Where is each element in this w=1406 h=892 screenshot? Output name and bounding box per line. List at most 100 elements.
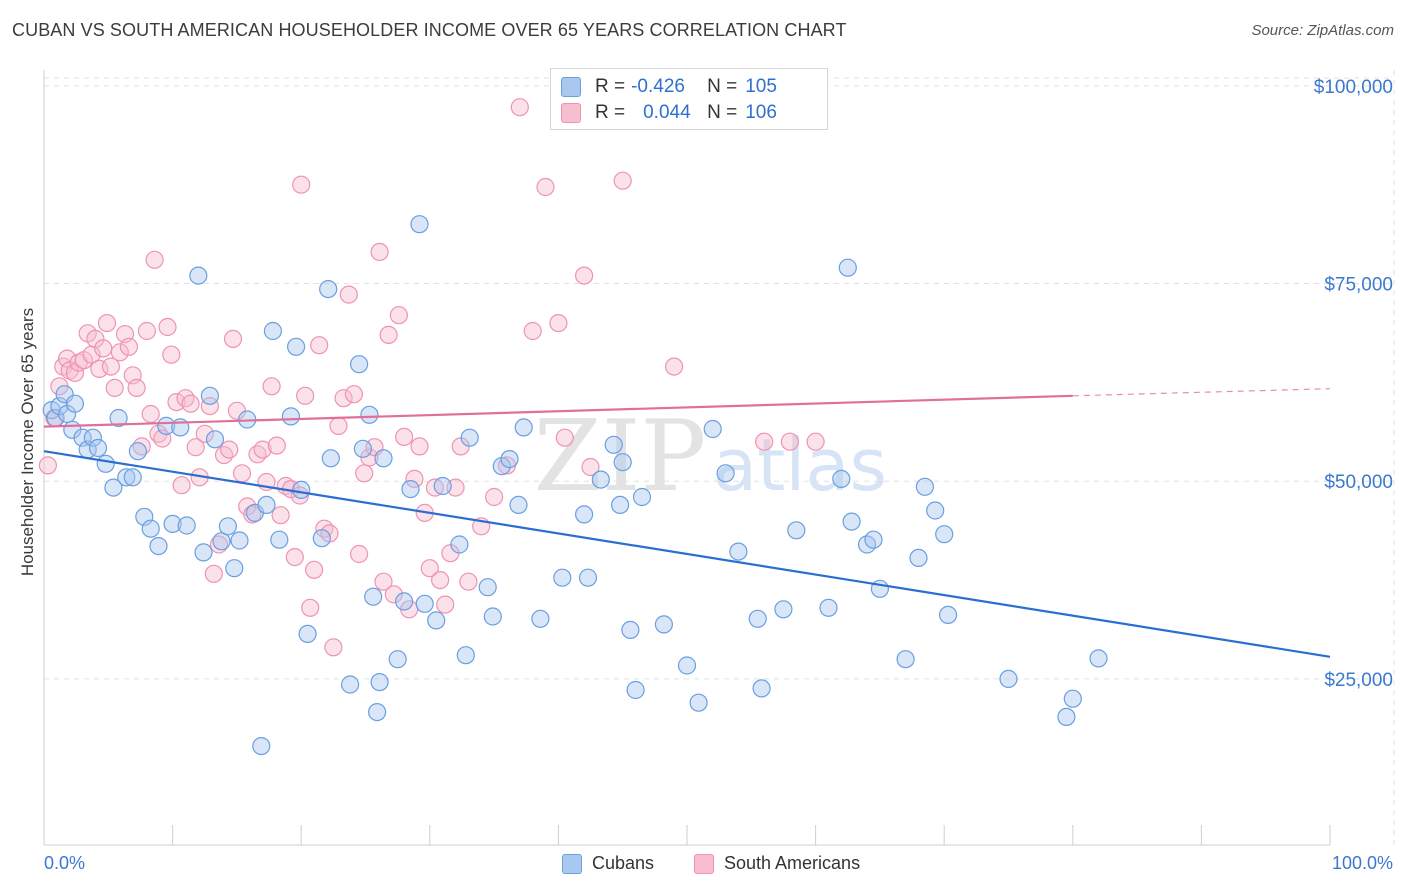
south-americans-point: [137, 321, 156, 341]
south-americans-point: [581, 457, 600, 477]
south-americans-point: [310, 336, 329, 355]
south-americans-point: [127, 378, 146, 397]
cubans-point: [654, 615, 674, 634]
south-americans-point: [172, 476, 191, 495]
watermark: ZIP atlas: [534, 400, 887, 514]
cubans-point: [509, 495, 528, 514]
cubans-point: [353, 439, 372, 458]
chart-title: CUBAN VS SOUTH AMERICAN HOUSEHOLDER INCO…: [12, 20, 847, 40]
r-label: R =: [595, 76, 626, 97]
cubans-point: [104, 478, 123, 497]
south-americans-point: [181, 394, 200, 413]
south-americans-point: [395, 427, 414, 446]
cubans-point: [610, 495, 630, 514]
source-label: Source: ZipAtlas.com: [1251, 22, 1394, 39]
cubans-point: [492, 457, 511, 476]
cubans-point: [374, 449, 393, 468]
cubans-point: [200, 386, 219, 405]
cubans-point: [368, 702, 387, 722]
legend-label-south-americans: South Americans: [724, 853, 861, 873]
n-value: 106: [745, 102, 777, 123]
south-americans-point: [101, 357, 121, 376]
cubans-point: [632, 487, 652, 507]
cubans-point: [729, 542, 748, 561]
cubans-point: [292, 480, 311, 499]
cubans-point: [574, 505, 594, 524]
south-americans-point: [110, 343, 130, 362]
cubans-point: [73, 428, 92, 447]
n-label: N =: [707, 76, 738, 97]
cubans-point: [141, 519, 160, 538]
south-americans-point: [410, 437, 429, 456]
cubans-point: [514, 418, 533, 437]
r-value: -0.426: [631, 76, 685, 97]
cubans-point: [312, 529, 331, 548]
watermark-atlas: atlas: [713, 423, 887, 507]
cubans-point: [149, 536, 168, 556]
cubans-point: [212, 532, 231, 551]
n-label: N =: [707, 102, 738, 123]
south-americans-legend-swatch: [694, 853, 714, 874]
south-americans-swatch: [561, 103, 581, 123]
south-americans-point: [86, 329, 105, 348]
cubans-point: [123, 468, 142, 487]
cubans-point: [395, 592, 414, 611]
south-americans-point: [329, 416, 348, 435]
cubans-point: [591, 470, 610, 489]
south-americans-point: [186, 438, 205, 457]
cubans-point: [287, 337, 306, 356]
cubans-point: [401, 480, 420, 499]
south-americans-trendline: [43, 394, 1073, 428]
south-americans-point: [204, 564, 223, 583]
south-americans-point: [485, 487, 504, 507]
south-americans-point: [431, 570, 450, 590]
south-americans-point: [214, 446, 234, 465]
cubans-point: [230, 531, 249, 550]
south-americans-point: [436, 595, 455, 614]
cubans-point: [83, 428, 103, 447]
cubans-point: [65, 394, 85, 413]
south-americans-point: [510, 98, 529, 117]
legend-item-south-americans[interactable]: South Americans: [694, 853, 860, 874]
cubans-point: [926, 501, 945, 520]
x-tick-label-min: 0.0%: [44, 853, 85, 873]
south-americans-point: [223, 329, 243, 348]
cubans-point: [189, 266, 208, 285]
cubans-point: [787, 521, 806, 540]
cubans-point: [415, 594, 434, 613]
cubans-point: [410, 215, 429, 234]
cubans-point: [1089, 649, 1108, 668]
x-tick-label-max: 100.0%: [1332, 853, 1393, 873]
legend-item-cubans[interactable]: Cubans: [562, 853, 654, 874]
cubans-point: [257, 495, 276, 514]
cubans-point: [716, 464, 735, 483]
cubans-point: [842, 512, 861, 531]
cubans-point: [832, 469, 851, 488]
stats-row-cubans: R = -0.426 N = 105: [561, 74, 815, 100]
cubans-point: [350, 355, 369, 374]
cubans-point: [819, 598, 838, 617]
cubans-point: [321, 449, 340, 468]
south-americans-point: [301, 598, 320, 617]
cubans-point: [689, 693, 708, 712]
south-americans-point: [176, 389, 195, 408]
south-americans-point: [374, 572, 393, 591]
south-americans-point: [232, 464, 252, 483]
y-tick-label: $25,000: [1324, 670, 1393, 691]
south-americans-point: [200, 397, 219, 416]
south-americans-point: [38, 456, 58, 475]
cubans-point: [298, 624, 317, 644]
cubans-point: [360, 405, 379, 424]
south-americans-point: [296, 386, 315, 405]
cubans-point: [364, 587, 383, 606]
south-americans-point: [549, 314, 568, 333]
y-tick-label: $75,000: [1324, 275, 1393, 296]
cubans-point: [427, 611, 446, 630]
south-americans-point: [384, 585, 403, 604]
cubans-point: [270, 530, 289, 549]
south-americans-point: [334, 389, 353, 408]
legend-label-cubans: Cubans: [592, 853, 655, 873]
cubans-point: [1063, 689, 1082, 708]
cubans-point: [194, 543, 213, 562]
